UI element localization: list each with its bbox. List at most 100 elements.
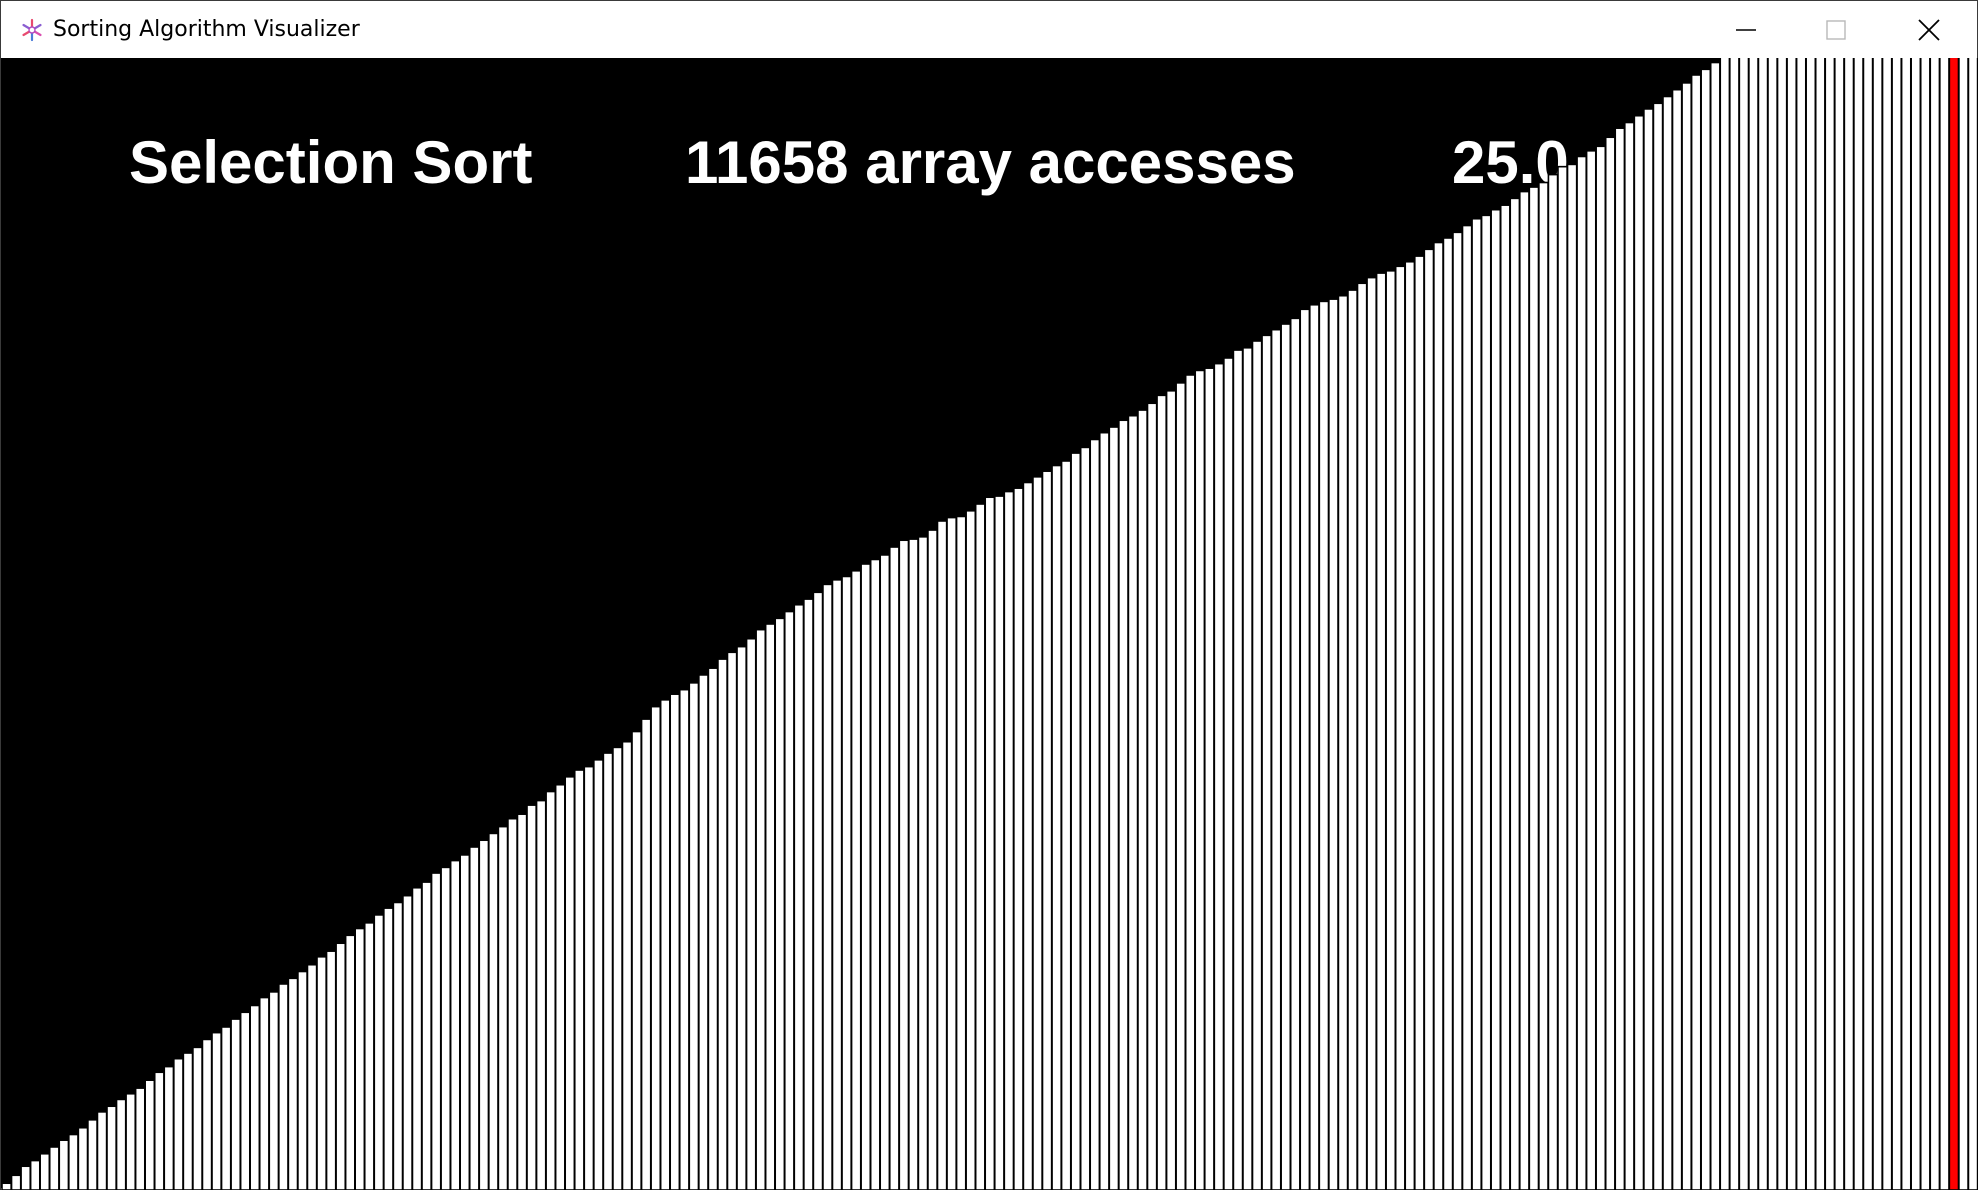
close-button[interactable] <box>1881 1 1977 58</box>
bar <box>1520 192 1529 1190</box>
bar <box>40 1154 49 1190</box>
bar <box>1348 290 1357 1190</box>
bar <box>517 814 526 1190</box>
bar <box>1749 58 1758 1190</box>
bar <box>508 819 517 1190</box>
bar <box>1739 58 1748 1190</box>
bar <box>1758 58 1767 1190</box>
bar <box>556 785 565 1190</box>
bar <box>1892 58 1901 1190</box>
bar <box>126 1094 135 1190</box>
minimize-button[interactable] <box>1701 1 1791 58</box>
bar <box>1043 471 1052 1190</box>
bar <box>1501 205 1510 1190</box>
close-icon <box>1917 18 1941 42</box>
bar <box>202 1039 211 1190</box>
bar <box>899 540 908 1190</box>
visualizer-canvas: Selection Sort 11658 array accesses 25.0… <box>2 58 1978 1190</box>
bar <box>441 867 450 1190</box>
bar <box>1844 58 1853 1190</box>
bar <box>1529 187 1538 1190</box>
title-bar[interactable]: Sorting Algorithm Visualizer <box>1 1 1977 58</box>
app-icon <box>18 16 46 44</box>
bar <box>1959 58 1968 1190</box>
bar <box>231 1019 240 1190</box>
bar <box>823 584 832 1190</box>
bar <box>470 847 479 1190</box>
bar <box>393 902 402 1190</box>
bar <box>747 639 756 1190</box>
bar <box>107 1106 116 1190</box>
bar <box>1806 58 1815 1190</box>
bar <box>1797 58 1806 1190</box>
bar <box>1109 427 1118 1190</box>
bar <box>1367 278 1376 1190</box>
bar <box>966 511 975 1190</box>
bar <box>346 935 355 1190</box>
bar <box>50 1147 59 1190</box>
bar <box>1816 58 1825 1190</box>
bar <box>651 707 660 1190</box>
bar <box>603 753 612 1190</box>
bar <box>1319 301 1328 1190</box>
bar <box>1262 335 1271 1190</box>
bar <box>1138 410 1147 1190</box>
maximize-icon <box>1825 19 1847 41</box>
bar <box>1300 309 1309 1190</box>
bar <box>1243 348 1252 1190</box>
bar <box>269 992 278 1190</box>
bar <box>1100 433 1109 1190</box>
bar <box>1081 447 1090 1190</box>
bar <box>1644 109 1653 1190</box>
bar <box>1023 483 1032 1190</box>
bar <box>1510 198 1519 1190</box>
maximize-button[interactable] <box>1791 1 1881 58</box>
bar <box>1186 375 1195 1190</box>
bar-chart <box>2 58 1978 1190</box>
bar <box>241 1012 250 1190</box>
bar <box>412 888 421 1190</box>
bar <box>785 612 794 1190</box>
bar <box>756 630 765 1190</box>
bar <box>1062 461 1071 1190</box>
bar <box>1787 58 1796 1190</box>
bar <box>1071 453 1080 1190</box>
bar <box>976 504 985 1190</box>
bar <box>1224 358 1233 1190</box>
bar <box>871 559 880 1190</box>
bar <box>193 1047 202 1190</box>
bar <box>1148 403 1157 1190</box>
bar <box>336 943 345 1190</box>
bar <box>632 732 641 1190</box>
bar <box>928 530 937 1190</box>
bar <box>1835 58 1844 1190</box>
bar <box>97 1112 106 1190</box>
bar <box>813 592 822 1190</box>
bar <box>21 1166 30 1190</box>
bar <box>1415 256 1424 1190</box>
bar <box>1968 58 1977 1190</box>
bar <box>1434 243 1443 1190</box>
bar <box>708 668 717 1190</box>
bar <box>78 1128 87 1190</box>
bar <box>1405 262 1414 1190</box>
bar <box>842 576 851 1190</box>
bar <box>1883 58 1892 1190</box>
bar <box>317 957 326 1190</box>
bar <box>957 516 966 1190</box>
bar <box>1453 232 1462 1190</box>
bar <box>718 659 727 1190</box>
bar <box>1854 58 1863 1190</box>
bar <box>1176 383 1185 1190</box>
bar <box>422 882 431 1190</box>
bar <box>1568 164 1577 1190</box>
bar <box>938 521 947 1190</box>
bar <box>164 1067 173 1190</box>
bar <box>288 978 297 1190</box>
bar <box>489 833 498 1190</box>
bar <box>327 951 336 1190</box>
bar <box>613 747 622 1190</box>
bar <box>1711 63 1720 1190</box>
bar <box>766 624 775 1190</box>
bar <box>661 700 670 1190</box>
